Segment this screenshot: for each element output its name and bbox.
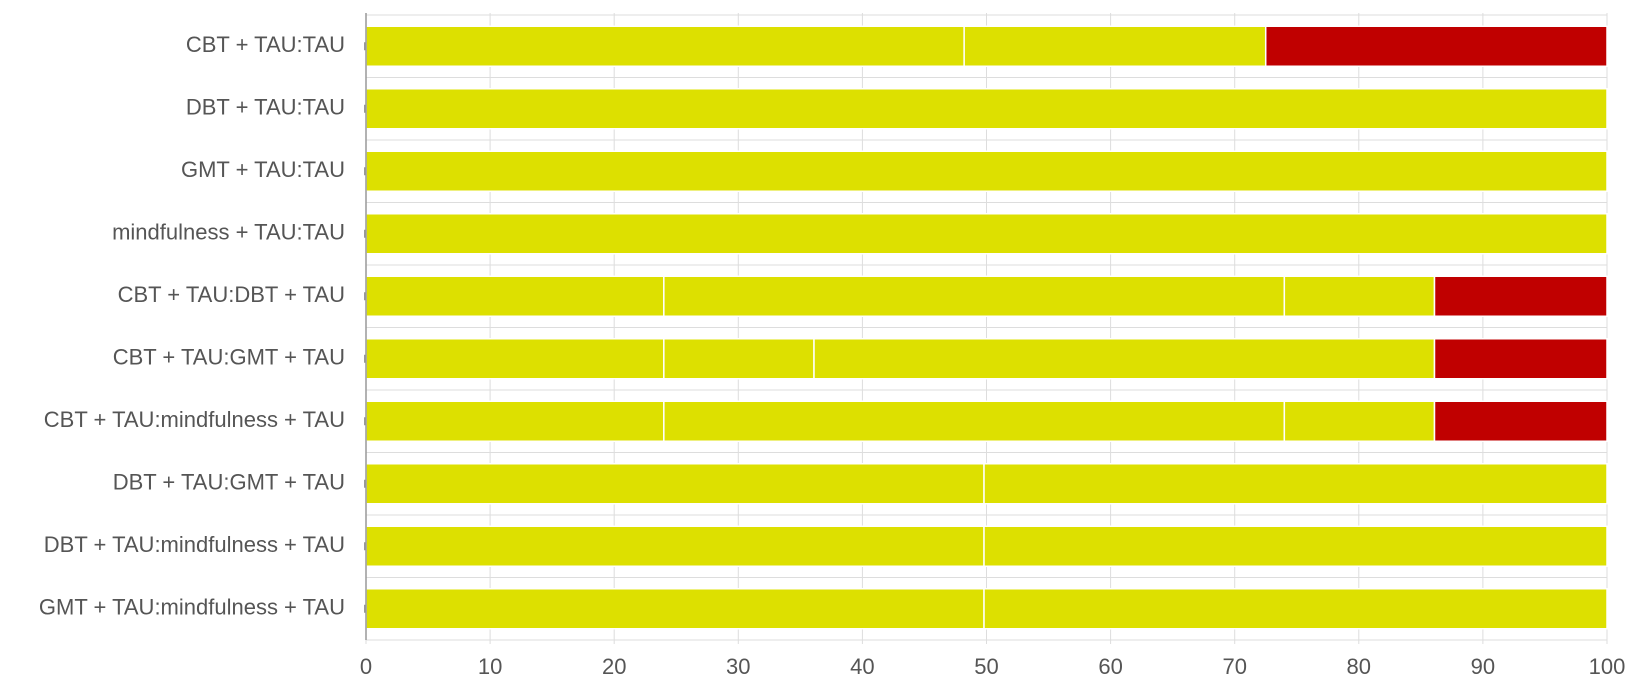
category-label: CBT + TAU:mindfulness + TAU xyxy=(44,407,345,432)
bar-segment xyxy=(1283,275,1436,317)
bar-segment xyxy=(365,88,1608,130)
bar-segment xyxy=(1433,400,1608,442)
x-tick-label: 50 xyxy=(974,654,998,679)
bars-layer xyxy=(365,25,1608,630)
bar-segment xyxy=(365,25,965,67)
bar-segment xyxy=(1283,400,1436,442)
category-label: DBT + TAU:TAU xyxy=(186,95,345,120)
bar-segment xyxy=(365,275,665,317)
bar-segment xyxy=(983,588,1608,630)
category-label: DBT + TAU:mindfulness + TAU xyxy=(44,532,345,557)
bar-segment xyxy=(663,338,815,380)
bar-segment xyxy=(813,338,1436,380)
x-tick-label: 90 xyxy=(1471,654,1495,679)
bar-segment xyxy=(365,338,665,380)
bar-segment xyxy=(983,463,1608,505)
category-label: mindfulness + TAU:TAU xyxy=(112,220,345,245)
bar-segment xyxy=(1433,338,1608,380)
category-label: DBT + TAU:GMT + TAU xyxy=(113,470,345,495)
bar-segment xyxy=(663,275,1286,317)
bar-segment xyxy=(1433,275,1608,317)
x-tick-label: 60 xyxy=(1098,654,1122,679)
category-label: GMT + TAU:mindfulness + TAU xyxy=(39,595,345,620)
axis-layer xyxy=(364,13,367,640)
x-tick-label: 20 xyxy=(602,654,626,679)
x-tick-label: 80 xyxy=(1347,654,1371,679)
x-tick-label: 40 xyxy=(850,654,874,679)
bar-segment xyxy=(365,525,985,567)
bar-segment xyxy=(365,150,1608,192)
bar-segment xyxy=(365,400,665,442)
category-label: GMT + TAU:TAU xyxy=(181,157,345,182)
x-tick-label: 100 xyxy=(1589,654,1626,679)
category-labels: CBT + TAU:TAU DBT + TAU:TAU GMT + TAU:TAU m… xyxy=(39,32,345,620)
x-tick-label: 30 xyxy=(726,654,750,679)
bar-segment xyxy=(963,25,1267,67)
bar-segment xyxy=(663,400,1286,442)
x-tick-labels: 0 10 20 30 40 50 60 70 80 90 100 xyxy=(360,654,1625,679)
x-tick-label: 0 xyxy=(360,654,372,679)
category-label: CBT + TAU:TAU xyxy=(186,32,345,57)
bar-segment xyxy=(983,525,1608,567)
bar-segment xyxy=(365,463,985,505)
category-label: CBT + TAU:GMT + TAU xyxy=(113,345,345,370)
x-tick-label: 10 xyxy=(478,654,502,679)
bar-segment xyxy=(365,213,1608,255)
bar-segment xyxy=(365,588,985,630)
x-tick-label: 70 xyxy=(1222,654,1246,679)
category-label: CBT + TAU:DBT + TAU xyxy=(118,282,345,307)
bar-segment xyxy=(1264,25,1608,67)
